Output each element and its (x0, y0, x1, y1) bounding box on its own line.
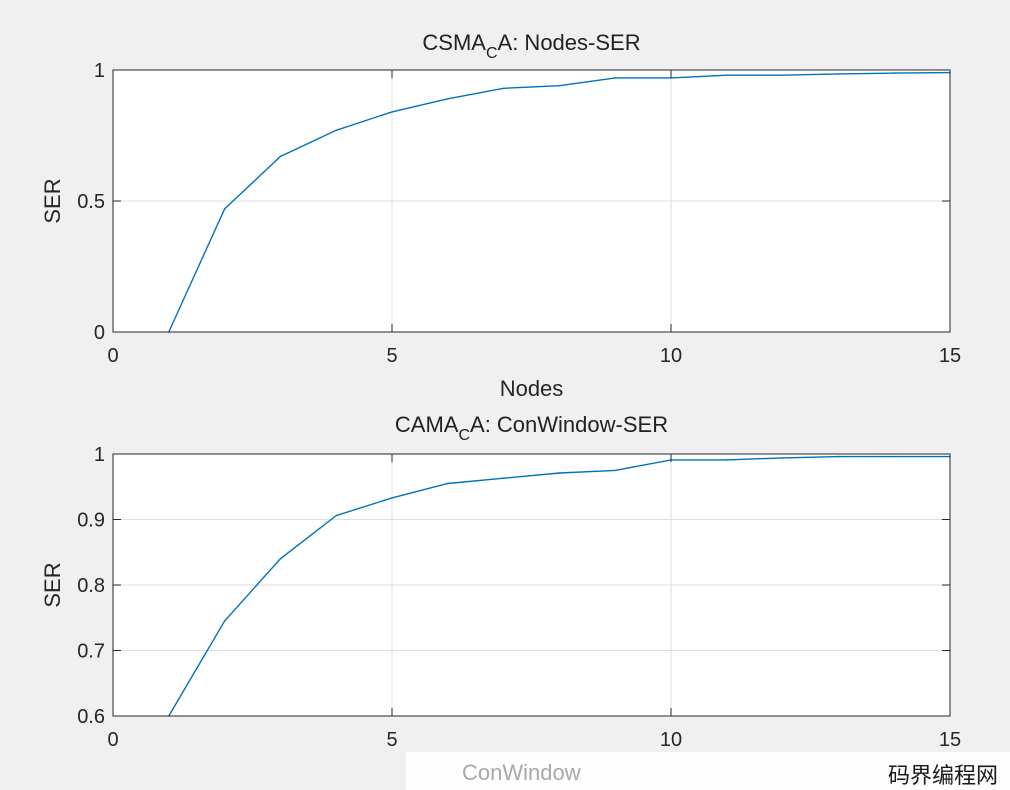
data-point (726, 74, 728, 77)
y-tick-label: 1 (94, 60, 105, 82)
data-point (781, 457, 784, 459)
data-point (223, 620, 226, 622)
chart-title: CSMACA: Nodes-SER (422, 30, 640, 62)
chart-conwindow-ser: 0 5 10 15 0.6 0.7 0.8 0.9 1 CAMACA: ConWindow-SER… (40, 412, 961, 751)
data-point (391, 111, 393, 113)
x-tick-label: 0 (107, 729, 118, 751)
x-tick-label: 10 (660, 345, 682, 367)
x-axis-label: Nodes (500, 376, 564, 401)
data-point (447, 482, 449, 485)
title-rest: A: Nodes-SER (498, 30, 641, 55)
data-point (279, 558, 282, 560)
data-point (502, 477, 505, 480)
title-subscript: C (458, 427, 470, 444)
data-point (223, 208, 226, 210)
x-tick-label: 0 (107, 345, 118, 367)
data-point (726, 459, 728, 461)
title-main: CAMA (395, 412, 459, 437)
y-tick-label: 0.6 (77, 706, 105, 728)
x-tick-label: 10 (660, 729, 682, 751)
x-tick-label: 5 (386, 345, 397, 367)
title-main: CSMA (422, 30, 486, 55)
x-tick-label: 5 (386, 729, 397, 751)
y-tick-label: 0.8 (77, 575, 105, 597)
data-point (893, 72, 895, 74)
title-rest: A: ConWindow-SER (470, 412, 668, 437)
data-point (614, 77, 616, 79)
data-point (614, 469, 616, 472)
data-point (502, 87, 505, 90)
chart-nodes-ser: 0 5 10 15 0 0.5 1 CSMACA: Nodes-SER Nodes SER (40, 30, 961, 401)
title-subscript: C (486, 45, 498, 62)
data-point (447, 98, 449, 100)
data-point (391, 497, 393, 499)
y-tick-label: 0.7 (77, 641, 105, 663)
y-axis-label: SER (40, 178, 65, 223)
data-point (781, 74, 784, 77)
data-point (335, 514, 338, 517)
data-point (837, 455, 840, 458)
y-axis-label: SER (40, 562, 65, 607)
y-tick-label: 0 (94, 322, 105, 344)
data-point (558, 472, 561, 474)
x-tick-label: 15 (939, 729, 961, 751)
y-tick-label: 0.9 (77, 510, 105, 532)
watermark-overlay: ConWindow 码界编程网 (406, 752, 1010, 790)
watermark-caption: ConWindow (462, 760, 581, 785)
data-point (893, 455, 895, 458)
data-point (279, 155, 282, 158)
y-tick-label: 1 (94, 444, 105, 466)
data-point (837, 73, 840, 75)
data-point (335, 129, 338, 132)
x-tick-label: 15 (939, 345, 961, 367)
y-tick-label: 0.5 (77, 191, 105, 213)
chart-title: CAMACA: ConWindow-SER (395, 412, 668, 444)
watermark-brand: 码界编程网 (887, 764, 998, 789)
data-point (558, 84, 561, 87)
